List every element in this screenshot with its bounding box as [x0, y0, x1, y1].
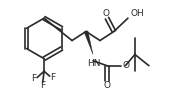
Text: OH: OH	[130, 9, 144, 18]
Text: O: O	[103, 9, 110, 18]
Text: O: O	[123, 61, 130, 70]
Text: F: F	[40, 81, 45, 90]
Text: F: F	[50, 73, 55, 82]
Text: F: F	[31, 74, 36, 83]
Text: O: O	[103, 81, 110, 90]
Text: HN: HN	[87, 59, 100, 68]
Polygon shape	[84, 31, 93, 54]
